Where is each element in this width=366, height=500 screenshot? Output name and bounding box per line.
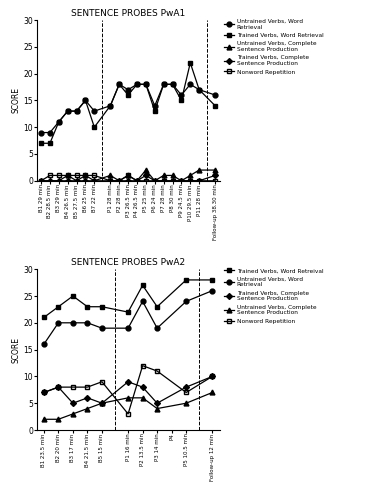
Y-axis label: SCORE: SCORE: [12, 336, 20, 362]
Legend: Untrained Verbs, Word
Retrieval, Trained Verbs, Word Retrieval, Untrained Verbs,: Untrained Verbs, Word Retrieval, Trained…: [221, 17, 326, 77]
Legend: Trained Verbs, Word Retreival, Untrained Verbs, Word
Retrieval, Trained Verbs, C: Trained Verbs, Word Retreival, Untrained…: [221, 266, 325, 326]
Title: SENTENCE PROBES PwA1: SENTENCE PROBES PwA1: [71, 9, 185, 18]
Y-axis label: SCORE: SCORE: [12, 88, 20, 114]
Title: SENTENCE PROBES PwA2: SENTENCE PROBES PwA2: [71, 258, 185, 267]
